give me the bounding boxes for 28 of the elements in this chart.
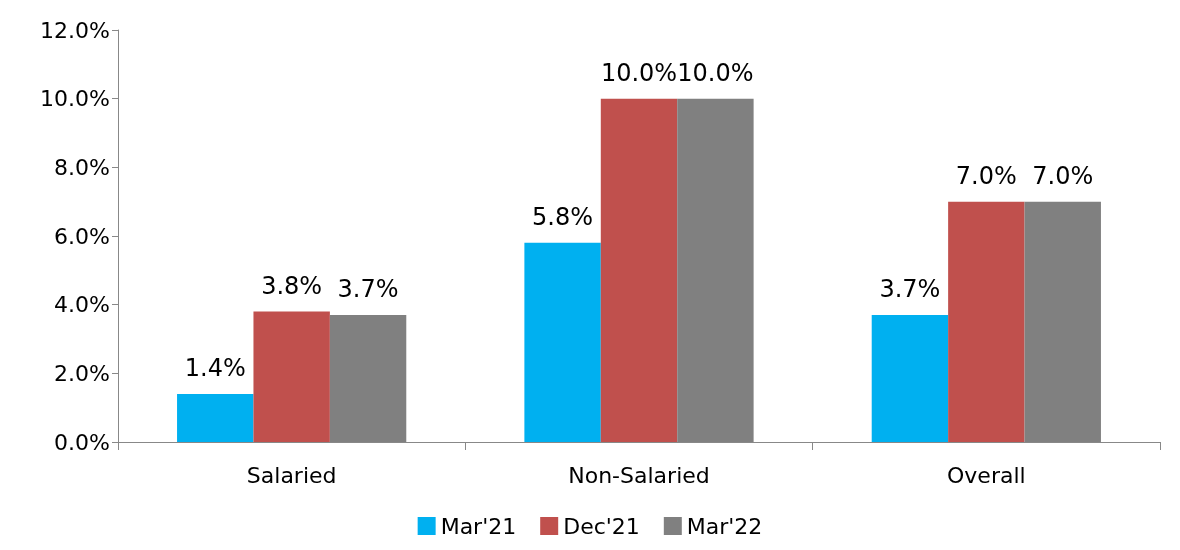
y-tick-label: 8.0% bbox=[54, 154, 110, 180]
data-label: 1.4% bbox=[184, 353, 246, 382]
data-label: 10.0% bbox=[600, 58, 678, 87]
data-label: 7.0% bbox=[1032, 161, 1094, 190]
data-label: 3.7% bbox=[879, 274, 941, 303]
y-tick-label: 4.0% bbox=[54, 292, 110, 318]
bar bbox=[600, 98, 678, 442]
bar bbox=[871, 314, 949, 442]
x-tick-label: Overall bbox=[947, 462, 1026, 488]
legend-label: Mar'22 bbox=[686, 513, 763, 539]
bar bbox=[524, 242, 601, 442]
y-tick-label: 10.0% bbox=[40, 86, 110, 112]
data-label: 7.0% bbox=[955, 161, 1017, 190]
y-tick-label: 12.0% bbox=[40, 17, 110, 43]
bar bbox=[948, 201, 1025, 442]
data-label: 5.8% bbox=[532, 202, 594, 231]
data-label: 10.0% bbox=[677, 58, 754, 87]
y-tick-label: 0.0% bbox=[54, 429, 110, 455]
x-tick-label: Salaried bbox=[246, 462, 337, 488]
data-label: 3.8% bbox=[261, 271, 323, 300]
bar bbox=[177, 393, 254, 442]
x-tick-label: Non-Salaried bbox=[568, 462, 710, 488]
legend-label: Dec'21 bbox=[563, 513, 640, 539]
legend-label: Mar'21 bbox=[440, 513, 517, 539]
bar bbox=[253, 311, 330, 442]
y-tick-label: 6.0% bbox=[54, 223, 110, 249]
y-tick-label: 2.0% bbox=[54, 360, 110, 386]
data-label: 3.7% bbox=[337, 274, 399, 303]
